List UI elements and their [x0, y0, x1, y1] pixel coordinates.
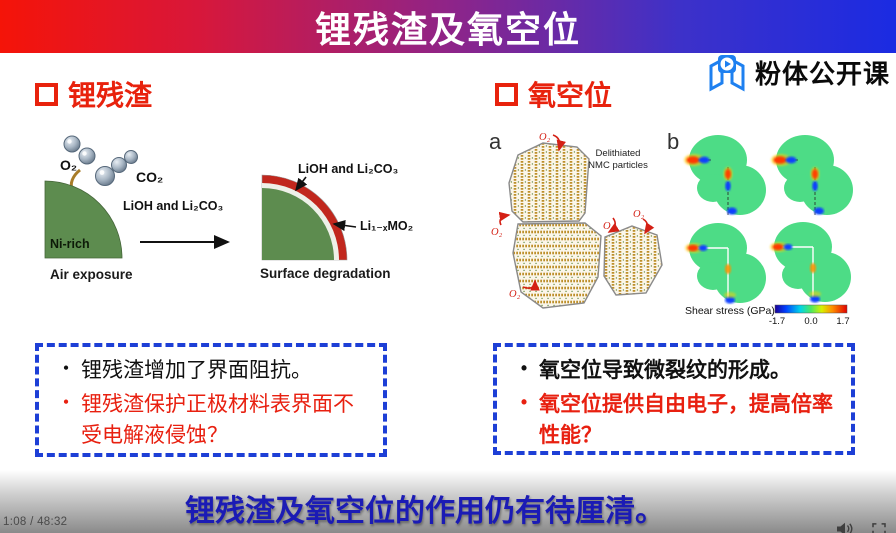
summary-box-lithium-residue: • 锂残渣增加了界面阻抗。 • 锂残渣保护正极材料表界面不受电解液侵蚀？ [35, 343, 387, 457]
o2-label: O₂ [60, 157, 77, 173]
play-book-icon [709, 55, 745, 92]
red-square-bullet-icon [495, 82, 518, 106]
slide-title-banner: 锂残渣及氧空位 [0, 0, 896, 53]
colorbar-tick-max: 1.7 [836, 316, 849, 325]
colorbar-tick-mid: 0.0 [804, 316, 817, 325]
o2-release-arrow [552, 134, 566, 152]
o2-release-label: O₂ [509, 289, 521, 300]
lioh-shell-pointer [295, 176, 308, 192]
surface-degradation-label: Surface degradation [260, 266, 391, 281]
ni-rich-label: Ni-rich [50, 237, 90, 251]
lioh-label: LiOH and Li₂CO₃ [123, 199, 223, 213]
list-item: • 锂残渣增加了界面阻抗。 [51, 355, 369, 387]
bullet-text: 氧空位导致微裂纹的形成。 [539, 359, 791, 382]
colorbar-tick-min: -1.7 [769, 316, 785, 325]
section-heading-label: 氧空位 [528, 80, 613, 111]
playback-time-label: 1:08 / 48:32 [3, 516, 68, 528]
o2-release-arrow [642, 218, 655, 235]
lioh-shell-label: LiOH and Li₂CO₃ [298, 162, 398, 176]
brand-name: 粉体公开课 [754, 58, 890, 89]
o2-release-arrow [522, 279, 540, 291]
section-heading-label: 锂残渣 [68, 80, 153, 111]
panel-b-label: b [667, 129, 679, 154]
air-exposure-label: Air exposure [50, 267, 133, 282]
o2-release-label: O₂ [633, 209, 645, 220]
summary-box-oxygen-vacancy: • 氧空位导致微裂纹的形成。 • 氧空位提供自由电子，提高倍率性能？ [493, 343, 855, 455]
shear-stress-label: Shear stress (GPa) [685, 305, 775, 317]
bullet-text: 氧空位提供自由电子，提高倍率性能？ [539, 392, 833, 448]
figure-oxygen-vacancy: a Delithiated NMC particles O₂ O₂ O₂ O₂ … [489, 129, 895, 325]
ni-rich-particle-art [44, 180, 123, 259]
conclusion-text: 锂残渣及氧空位的作用仍有待厘清。 [185, 495, 665, 528]
co2-label: CO₂ [136, 169, 163, 185]
bullet-icon: • [62, 391, 70, 412]
limo-shell-label: Li₁₋ₓMO₂ [360, 219, 413, 233]
colorbar [774, 304, 848, 314]
list-item: • 氧空位提供自由电子，提高倍率性能？ [509, 389, 837, 452]
page-title: 锂残渣及氧空位 [314, 8, 581, 50]
bullet-icon: • [520, 358, 528, 378]
bullet-icon: • [520, 391, 528, 412]
red-square-bullet-icon [35, 82, 58, 106]
o2-molecule-art [63, 135, 96, 165]
section-heading-lithium-residue: 锂残渣 [35, 74, 152, 114]
brand-logo: 粉体公开课 [704, 50, 890, 94]
o2-release-arrow [607, 217, 620, 233]
bullet-text: 锂残渣保护正极材料表界面不受电解液侵蚀？ [81, 391, 354, 448]
figure-lithium-residue: O₂ CO₂ Ni-rich Air exposure LiOH and Li₂… [44, 135, 413, 282]
volume-icon[interactable] [836, 522, 854, 533]
degraded-particle-art [261, 174, 348, 261]
limo-shell-pointer [332, 219, 357, 232]
player-bottom-gradient [0, 470, 896, 533]
co2-molecule-art [95, 150, 138, 186]
o2-release-label: O₂ [491, 227, 503, 238]
colorbar-ticks: -1.7 0.0 1.7 [769, 316, 850, 325]
list-item: • 氧空位导致微裂纹的形成。 [509, 355, 837, 387]
list-item: • 锂残渣保护正极材料表界面不受电解液侵蚀？ [51, 389, 369, 452]
delithiated-label-line2: NMC particles [588, 160, 648, 171]
o2-release-label: O₂ [539, 132, 551, 143]
section-heading-oxygen-vacancy: 氧空位 [495, 74, 612, 114]
shear-stress-maps-art [684, 135, 853, 304]
delithiated-label-line1: Delithiated [596, 148, 641, 159]
o2-release-arrow [498, 211, 511, 226]
o2-release-label: O₂ [603, 221, 615, 232]
panel-a-label: a [489, 129, 502, 154]
bullet-icon: • [62, 358, 70, 378]
bullet-text: 锂残渣增加了界面阻抗。 [81, 358, 312, 382]
fullscreen-icon[interactable] [871, 523, 887, 533]
